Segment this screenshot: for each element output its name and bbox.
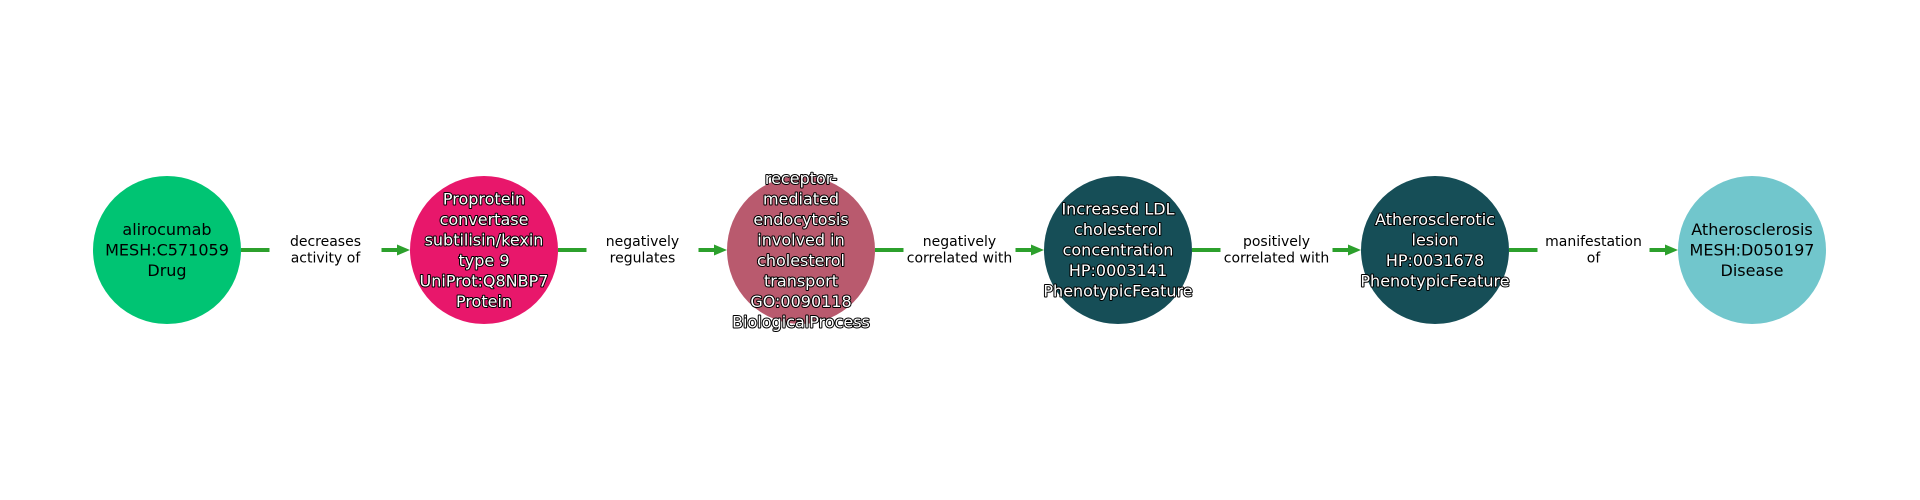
node-label-line: alirocumab <box>122 220 211 239</box>
arrowhead-icon <box>714 244 727 256</box>
node-label-line: Proprotein <box>443 189 525 208</box>
node-label-line: Increased LDL <box>1061 200 1174 219</box>
node-label-line: convertase <box>440 210 529 229</box>
node-label-line: receptor- <box>765 169 837 188</box>
node-label-line: BiologicalProcess <box>732 312 870 331</box>
node-label-line: type 9 <box>458 251 509 270</box>
node-label-line: concentration <box>1063 241 1174 260</box>
edge-label-line: positively <box>1243 234 1310 250</box>
node-label-line: HP:0003141 <box>1069 261 1167 280</box>
node-label-line: endocytosis <box>753 210 848 229</box>
node-circle[interactable] <box>93 176 241 324</box>
node-label-line: Disease <box>1721 261 1784 280</box>
edge-label-line: manifestation <box>1545 234 1642 250</box>
arrowhead-icon <box>1665 244 1678 256</box>
arrowhead-icon <box>397 244 410 256</box>
edge-label-line: regulates <box>610 250 676 266</box>
node-label-line: mediated <box>763 189 839 208</box>
node-label-line: PhenotypicFeature <box>1360 271 1509 290</box>
node-label-line: cholesterol <box>757 251 845 270</box>
node-label-line: Drug <box>147 261 186 280</box>
node-label-line: Atherosclerotic <box>1375 210 1495 229</box>
node-circle[interactable] <box>1044 176 1192 324</box>
node-circle[interactable] <box>727 176 875 324</box>
node-label-line: Protein <box>456 292 512 311</box>
node-label-line: MESH:C571059 <box>105 241 229 260</box>
edge-label-line: negatively <box>923 234 996 250</box>
node-circle[interactable] <box>1678 176 1826 324</box>
node-circle[interactable] <box>1361 176 1509 324</box>
node-label-line: transport <box>764 271 838 290</box>
edge-label-line: decreases <box>290 234 361 250</box>
node-label-line: involved in <box>757 230 844 249</box>
node-label-line: cholesterol <box>1074 220 1162 239</box>
arrowhead-icon <box>1348 244 1361 256</box>
edge-label-line: negatively <box>606 234 679 250</box>
node-label-line: GO:0090118 <box>750 292 851 311</box>
node-label-line: MESH:D050197 <box>1690 241 1815 260</box>
arrowhead-icon <box>1031 244 1044 256</box>
edge-label-line: correlated with <box>1224 250 1329 266</box>
node-label-line: HP:0031678 <box>1386 251 1484 270</box>
node-label-line: subtilisin/kexin <box>425 230 544 249</box>
node-label-line: Atherosclerosis <box>1691 220 1813 239</box>
edge-label-line: correlated with <box>907 250 1012 266</box>
node-label-line: UniProt:Q8NBP7 <box>420 271 549 290</box>
edge-label-line: of <box>1587 250 1602 266</box>
node-circle[interactable] <box>410 176 558 324</box>
node-label-line: lesion <box>1412 230 1459 249</box>
node-label-line: PhenotypicFeature <box>1043 282 1192 301</box>
edge-label-line: activity of <box>291 250 362 266</box>
